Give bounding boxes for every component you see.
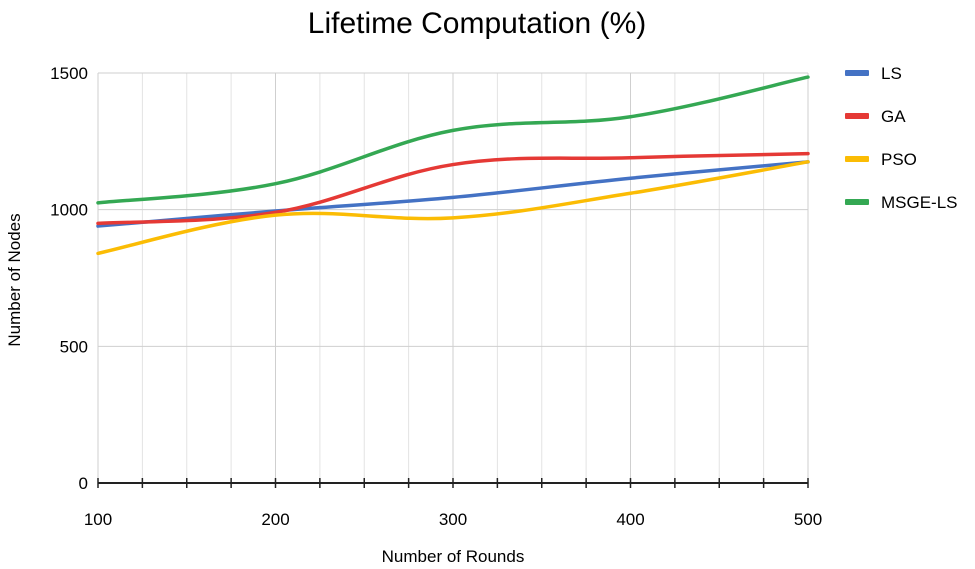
chart-title: Lifetime Computation (%) <box>308 7 646 40</box>
legend-label-ls: LS <box>881 64 902 83</box>
legend-swatch-ga <box>845 113 869 119</box>
series-line-ls <box>96 160 810 228</box>
axes: 100 200 300 400 500 0 500 1000 1500 <box>50 64 822 529</box>
y-tick-label: 500 <box>60 337 88 356</box>
y-tick-label: 1000 <box>50 201 88 220</box>
x-axis-label: Number of Rounds <box>382 547 525 566</box>
grid <box>97 72 809 484</box>
x-tick-label: 100 <box>84 510 112 529</box>
x-tick-label: 200 <box>261 510 289 529</box>
x-tick-label: 400 <box>616 510 644 529</box>
legend-swatch-msge-ls <box>845 199 869 205</box>
y-tick-label: 0 <box>79 474 88 493</box>
y-tick-label: 1500 <box>50 64 88 83</box>
series-line-ga <box>96 151 810 226</box>
legend-label-pso: PSO <box>881 150 917 169</box>
series-lines <box>96 75 810 256</box>
series-line-pso <box>96 160 810 256</box>
x-tick-label: 500 <box>794 510 822 529</box>
series-line-msge-ls <box>96 75 810 205</box>
y-axis-label: Number of Nodes <box>5 213 24 346</box>
legend: LS GA PSO MSGE-LS <box>845 64 958 212</box>
legend-swatch-ls <box>845 70 869 76</box>
legend-label-msge-ls: MSGE-LS <box>881 193 958 212</box>
legend-label-ga: GA <box>881 107 906 126</box>
x-tick-label: 300 <box>439 510 467 529</box>
legend-swatch-pso <box>845 156 869 162</box>
